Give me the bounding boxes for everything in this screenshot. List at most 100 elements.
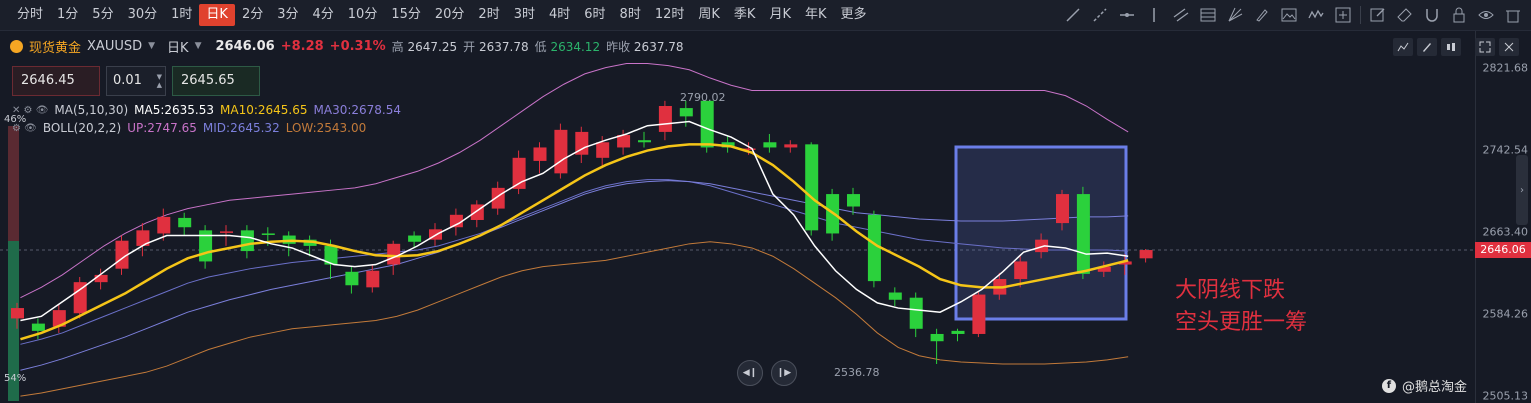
pct-top-label: 46%	[4, 114, 27, 125]
boll-legend[interactable]: ⚙ 👁 BOLL(20,2,2) UP:2747.65 MID:2645.32 …	[12, 121, 366, 135]
panel-expand-icon[interactable]: ›	[1516, 155, 1528, 225]
price-axis-label: 2505.13	[1482, 389, 1529, 403]
ohlc-high: 高 2647.25	[392, 38, 457, 55]
ma30-value: MA30:2678.54	[313, 103, 402, 117]
period-tab[interactable]: 分时	[17, 7, 44, 22]
sell-price-button[interactable]: 2646.45	[12, 66, 100, 96]
period-tab[interactable]: 8时	[619, 7, 641, 22]
fan-icon[interactable]	[1225, 5, 1245, 25]
price-axis[interactable]: 2821.68 2742.54 2663.40 2584.26 2505.13	[1475, 31, 1531, 403]
candle-body	[867, 214, 881, 282]
candlestick-chart[interactable]	[0, 31, 1531, 403]
candle-body	[972, 294, 986, 334]
ma-name: MA(5,10,30)	[54, 103, 129, 117]
period-tab[interactable]: 年K	[804, 7, 827, 22]
candle-body	[617, 135, 631, 148]
period-tab[interactable]: 日K	[199, 4, 235, 26]
trendline-icon[interactable]	[1063, 5, 1083, 25]
candle-body	[1035, 239, 1049, 253]
delete-icon[interactable]	[1503, 5, 1523, 25]
edit-icon[interactable]	[1368, 5, 1388, 25]
candle-body	[1139, 250, 1153, 259]
horizontal-line-icon[interactable]	[1117, 5, 1137, 25]
price-axis-label: 2821.68	[1482, 61, 1529, 75]
buy-price-button[interactable]: 2645.65	[172, 66, 260, 96]
candle-body	[52, 310, 66, 327]
scroll-left-icon[interactable]: ◀❙	[737, 360, 763, 386]
period-tab[interactable]: 10分	[347, 7, 378, 22]
candle-body	[805, 144, 819, 231]
gold-icon	[10, 39, 23, 53]
period-tab[interactable]: 2分	[241, 7, 264, 22]
vertical-line-icon[interactable]	[1144, 5, 1164, 25]
header-tools-gap	[1465, 38, 1471, 56]
symbol-code[interactable]: XAUUSD	[87, 38, 143, 54]
timeframe-dropdown-icon[interactable]: ▼	[194, 41, 202, 51]
close-icon[interactable]	[1499, 38, 1519, 56]
period-tab[interactable]: 季K	[733, 7, 756, 22]
period-tab[interactable]: 4时	[548, 7, 571, 22]
boll-name: BOLL(20,2,2)	[42, 121, 122, 135]
magnet-icon[interactable]	[1422, 5, 1442, 25]
increment-icon[interactable]: ▲	[156, 81, 162, 89]
scroll-right-icon[interactable]: ❙▶	[771, 360, 797, 386]
candle-body	[1118, 261, 1132, 265]
ohlc-low: 低 2634.12	[535, 38, 600, 55]
candle-body	[658, 106, 672, 132]
chart-nav: ◀❙ ❙▶	[737, 360, 797, 386]
measure-icon[interactable]	[1333, 5, 1353, 25]
period-tab[interactable]: 5分	[92, 7, 114, 22]
brush-icon[interactable]	[1252, 5, 1272, 25]
indicator-settings-icon[interactable]: ✕ ⚙ 👁	[12, 104, 49, 116]
fibonacci-icon[interactable]	[1198, 5, 1218, 25]
price-axis-label: 2742.54	[1482, 143, 1529, 157]
decrement-icon[interactable]: ▼	[156, 73, 162, 81]
boll-mid-line	[20, 179, 1129, 345]
candle-body	[240, 230, 254, 252]
period-tab[interactable]: 12时	[654, 7, 685, 22]
low-value: 2634.12	[550, 39, 601, 54]
period-tab[interactable]: 6时	[584, 7, 606, 22]
boll-upper-line	[20, 63, 1129, 299]
ma-legend[interactable]: ✕ ⚙ 👁 MA(5,10,30) MA5:2635.53 MA10:2645.…	[12, 103, 401, 117]
eye-icon[interactable]	[1476, 5, 1496, 25]
symbol-name[interactable]: 现货黄金	[29, 40, 82, 56]
period-tab[interactable]: 4分	[312, 7, 334, 22]
candle-style-icon[interactable]	[1441, 38, 1461, 56]
candle-body	[888, 292, 902, 300]
period-tab[interactable]: 20分	[434, 7, 465, 22]
image-icon[interactable]	[1279, 5, 1299, 25]
candle-body	[157, 216, 171, 234]
boll-settings-icon[interactable]: ⚙ 👁	[12, 122, 37, 134]
parallel-channel-icon[interactable]	[1171, 5, 1191, 25]
chart-type-icon[interactable]	[1393, 38, 1413, 56]
candle-body	[73, 282, 87, 314]
fullscreen-icon[interactable]	[1475, 38, 1495, 56]
wave-icon[interactable]	[1306, 5, 1326, 25]
prev-label: 昨收	[606, 39, 631, 54]
candle-body	[638, 140, 651, 143]
candle-body	[554, 129, 568, 174]
period-tab[interactable]: 1时	[171, 7, 193, 22]
prev-value: 2637.78	[633, 39, 684, 54]
period-tab[interactable]: 3时	[513, 7, 535, 22]
timeframe-label[interactable]: 日K	[167, 40, 189, 56]
lot-size-input[interactable]: 0.01 ▲ ▼	[106, 66, 166, 96]
period-tab[interactable]: 月K	[769, 7, 791, 22]
period-tab[interactable]: 3分	[277, 7, 299, 22]
period-tab[interactable]: 30分	[127, 7, 158, 22]
period-tab[interactable]: 更多	[840, 7, 867, 22]
period-tab[interactable]: 2时	[478, 7, 500, 22]
period-tab[interactable]: 15分	[391, 7, 421, 22]
current-price-tag: 2646.06	[1475, 241, 1531, 258]
period-tab[interactable]: 周K	[698, 7, 720, 22]
open-label: 开	[463, 39, 476, 54]
eraser-icon[interactable]	[1395, 5, 1415, 25]
symbol-dropdown-icon[interactable]: ▼	[148, 41, 156, 51]
draw-icon[interactable]	[1417, 38, 1437, 56]
lock-icon[interactable]	[1449, 5, 1469, 25]
period-tab[interactable]: 1分	[57, 7, 79, 22]
trough-price-label: 2536.78	[834, 366, 880, 379]
ray-icon[interactable]	[1090, 5, 1110, 25]
candle-body	[11, 308, 24, 319]
